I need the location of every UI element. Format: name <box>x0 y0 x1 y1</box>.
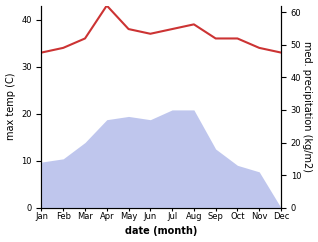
X-axis label: date (month): date (month) <box>125 227 197 236</box>
Y-axis label: max temp (C): max temp (C) <box>5 73 16 140</box>
Y-axis label: med. precipitation (kg/m2): med. precipitation (kg/m2) <box>302 41 313 172</box>
